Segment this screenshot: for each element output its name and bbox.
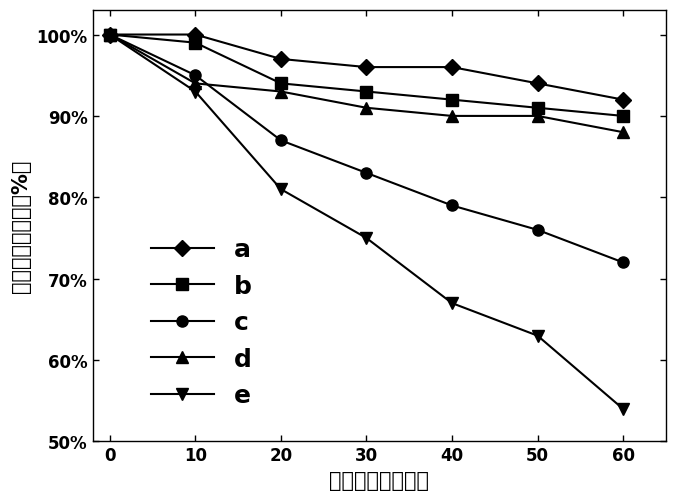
d	[192, 81, 200, 87]
e	[362, 235, 370, 241]
Line: c: c	[104, 30, 629, 269]
Line: e: e	[104, 30, 629, 415]
Y-axis label: 甲基橙剩余比例（%）: 甲基橙剩余比例（%）	[11, 160, 31, 293]
e	[448, 301, 456, 307]
c	[106, 33, 114, 39]
b	[192, 41, 200, 47]
a	[533, 81, 542, 87]
e	[277, 187, 285, 193]
d	[277, 89, 285, 95]
d	[619, 130, 627, 136]
c	[448, 203, 456, 209]
a	[106, 33, 114, 39]
a	[192, 33, 200, 39]
b	[619, 114, 627, 120]
b	[362, 89, 370, 95]
a	[448, 65, 456, 71]
e	[619, 406, 627, 412]
b	[448, 97, 456, 103]
e	[192, 89, 200, 95]
b	[106, 33, 114, 39]
b	[277, 81, 285, 87]
d	[362, 106, 370, 112]
e	[106, 33, 114, 39]
d	[448, 114, 456, 120]
a	[619, 97, 627, 103]
X-axis label: 照射时间（分钟）: 照射时间（分钟）	[329, 470, 429, 490]
Line: a: a	[104, 30, 629, 106]
a	[362, 65, 370, 71]
Legend: a, b, c, d, e: a, b, c, d, e	[151, 238, 251, 408]
b	[533, 106, 542, 112]
c	[533, 227, 542, 233]
a	[277, 57, 285, 63]
c	[192, 73, 200, 79]
Line: b: b	[104, 30, 629, 122]
d	[106, 33, 114, 39]
d	[533, 114, 542, 120]
e	[533, 333, 542, 339]
c	[619, 260, 627, 266]
Line: d: d	[104, 30, 629, 138]
c	[277, 138, 285, 144]
c	[362, 170, 370, 176]
